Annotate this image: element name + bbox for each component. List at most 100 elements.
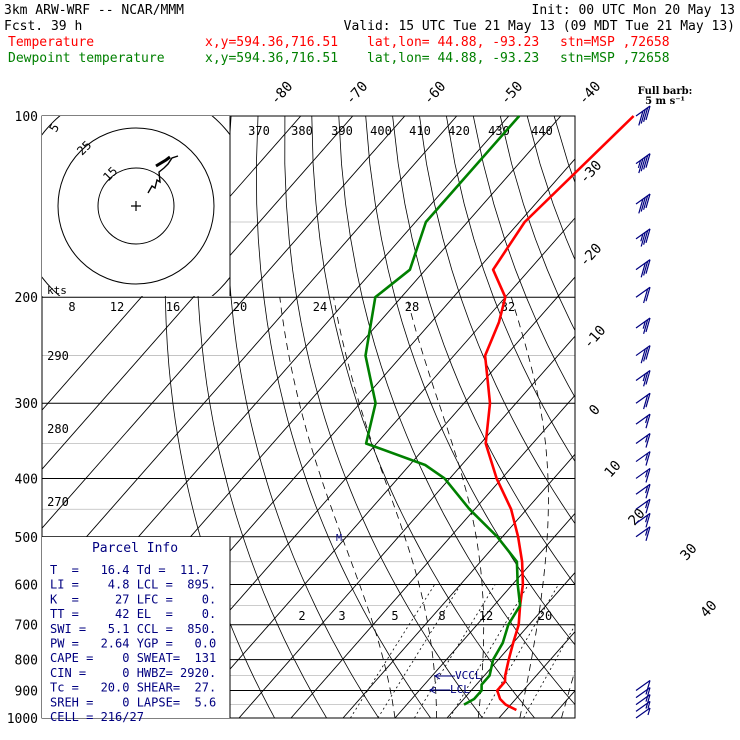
isotherm-line [42, 116, 354, 470]
wind-barb [635, 694, 651, 709]
isotherm-label: -50 [498, 79, 527, 109]
barb-key-speed: 5 m s⁻¹ [645, 96, 685, 107]
isobar-label: 800 [15, 654, 38, 669]
isotherm-line [186, 276, 575, 718]
theta-label: 290 [47, 349, 69, 363]
vccl-arrow [434, 672, 455, 680]
isobar-label: 900 [15, 684, 38, 699]
barb-key-title: Full barb: [638, 86, 693, 97]
hodograph-inner-ring [97, 167, 175, 245]
theta-label: 390 [331, 124, 353, 138]
theta-label: 270 [47, 495, 69, 509]
valid-time: Valid: 15 UTC Tue 21 May 13 (09 MDT Tue … [344, 19, 735, 34]
isotherm-label: -40 [576, 79, 605, 109]
mixing-ratio-label: 20 [538, 609, 552, 623]
speed-scale-label: 16 [166, 300, 180, 314]
isotherm-line [42, 116, 458, 588]
mixing-ratio-label: 2 [298, 609, 305, 623]
speed-scale-label: 24 [313, 300, 327, 314]
moist-adiabat [406, 297, 485, 718]
dry-adiabat [472, 116, 575, 399]
isotherm-label: -60 [421, 79, 450, 109]
dry-adiabat [662, 116, 740, 718]
mixing-ratio-line [350, 584, 436, 718]
isotherm-line [394, 512, 575, 718]
parcel-info-row: CAPE = 0 SWEAT= 131 [50, 651, 216, 665]
isobar-label: 400 [15, 472, 38, 487]
hodograph-middle-ring [57, 127, 215, 285]
wind-barb [635, 413, 651, 429]
dry-adiabat [365, 116, 575, 646]
temp-station: stn=MSP ,72658 [560, 35, 670, 50]
temp-xy: x,y=594.36,716.51 [205, 35, 338, 50]
hodograph-center [131, 201, 141, 211]
isobar-label: 500 [15, 531, 38, 546]
wind-barb [635, 433, 651, 448]
dry-adiabat [581, 116, 740, 718]
moist-adiabat [333, 297, 437, 718]
wind-barb [635, 105, 651, 126]
dry-adiabat [526, 116, 575, 261]
moist-adiabat [279, 297, 396, 718]
dry-adiabat [635, 116, 740, 718]
wind-barb [635, 259, 651, 278]
temperature-legend: Temperature [8, 35, 94, 50]
temperature-profile [483, 115, 635, 712]
wind-barb [635, 707, 651, 719]
isotherm-label: -80 [268, 79, 297, 109]
moist-adiabat [561, 668, 575, 718]
mixing-ratio-label: 5 [391, 609, 398, 623]
parcel-info-row: CELL = 216/27 [50, 710, 144, 724]
theta-label: 370 [248, 124, 270, 138]
wind-barb [635, 498, 651, 514]
moist-adiabat [510, 297, 549, 718]
isotherm-line [42, 116, 406, 529]
isotherm-label: -10 [581, 323, 610, 353]
theta-label: 420 [448, 124, 470, 138]
parcel-info-title: Parcel Info [92, 541, 178, 556]
parcel-info-row: Tc = 20.0 SHEAR= 27. [50, 681, 216, 695]
mixing-ratio-line [414, 584, 496, 718]
isobar-label: 100 [15, 110, 38, 125]
mixing-ratio-label: 3 [338, 609, 345, 623]
dry-adiabat [196, 116, 327, 718]
hodograph-units: kts [47, 284, 67, 297]
mixing-ratio-line [377, 584, 462, 718]
wind-barb [635, 317, 651, 334]
wind-barb [635, 228, 651, 247]
speed-scale-label: 8 [68, 300, 75, 314]
wind-barb [635, 687, 651, 702]
parcel-info-row: PW = 2.64 YGP = 0.0 [50, 637, 216, 651]
vccl-marker: VCCL [455, 669, 482, 682]
wind-barb [635, 392, 651, 410]
isotherm-line [446, 571, 575, 718]
parcel-info-row: CIN = 0 HWBZ= 2920. [50, 666, 216, 680]
init-time: Init: 00 UTC Mon 20 May 13 [532, 3, 736, 18]
lcl-arrow [429, 686, 450, 694]
isobar-label: 300 [15, 397, 38, 412]
mixing-ratio-label: 8 [438, 609, 445, 623]
isobar-label: 200 [15, 291, 38, 306]
isotherm-label: 40 [697, 598, 720, 621]
mixing-ratio-label: 12 [479, 609, 493, 623]
isotherm-line [655, 116, 740, 718]
isobar-label: 1000 [7, 712, 38, 727]
dry-adiabat [716, 116, 740, 718]
dry-adiabat [226, 116, 379, 718]
moist-adiabat [603, 297, 740, 718]
theta-label: 280 [47, 422, 69, 436]
theta-label: 380 [291, 124, 313, 138]
lcl-marker: LCL [450, 683, 470, 696]
dry-adiabat [499, 116, 575, 332]
isotherm-label: 0 [586, 402, 604, 419]
wind-barb [635, 193, 651, 214]
wind-barb [635, 369, 651, 387]
dry-adiabat [446, 116, 575, 463]
m-marker: M [336, 533, 342, 544]
isobar-label: 700 [15, 619, 38, 634]
hodograph-trace [147, 155, 179, 194]
dew-station: stn=MSP ,72658 [560, 51, 670, 66]
mixing-ratio-line [481, 584, 559, 718]
